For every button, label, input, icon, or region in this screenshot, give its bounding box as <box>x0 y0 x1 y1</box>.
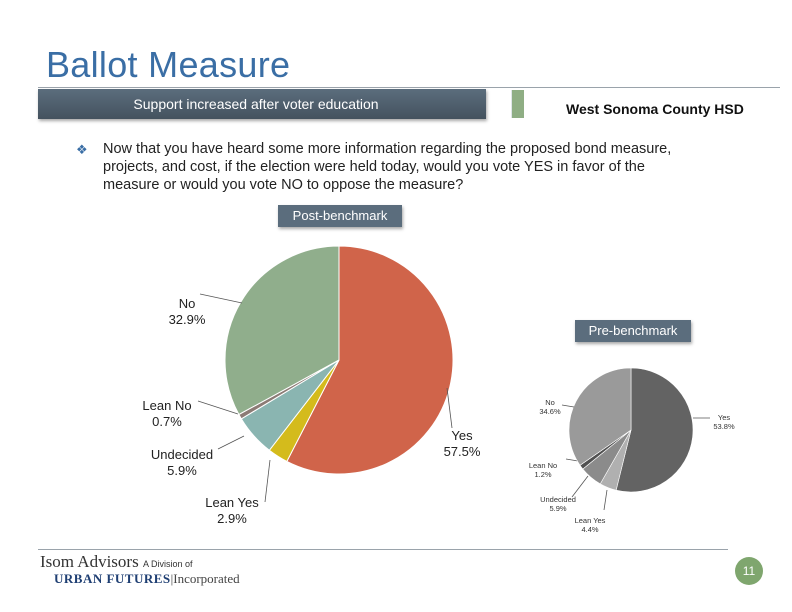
pre-label-value: 53.8% <box>713 422 735 431</box>
pre-label-category: No <box>545 398 555 407</box>
logo-incorporated: |Incorporated <box>170 571 240 586</box>
pre-label-no: No 34.6% <box>539 398 560 416</box>
post-label-undecided: Undecided 5.9% <box>151 447 213 479</box>
post-benchmark-title: Post-benchmark <box>278 205 402 227</box>
pre-label-value: 1.2% <box>534 470 552 479</box>
post-label-value: 32.9% <box>168 312 206 327</box>
post-label-category: Lean No <box>142 398 192 413</box>
post-leader-0 <box>446 387 453 429</box>
post-label-category: Undecided <box>150 447 214 462</box>
post-leader-4 <box>199 293 243 304</box>
pre-slice-yes <box>615 367 694 493</box>
page-number-badge: 11 <box>735 557 763 585</box>
pre-leader-2 <box>571 475 589 498</box>
post-label-lean-no: Lean No 0.7% <box>142 398 191 430</box>
question-text: Now that you have heard some more inform… <box>103 141 672 193</box>
page-title: Ballot Measure <box>46 44 291 85</box>
post-label-value: 2.9% <box>217 511 247 526</box>
pre-leader-1 <box>603 489 608 511</box>
pre-label-category: Yes <box>717 413 731 422</box>
title-divider <box>38 87 780 88</box>
post-label-no: No 32.9% <box>169 296 206 328</box>
subtitle-banner: Support increased after voter education <box>38 89 524 119</box>
logo-division: A Division of <box>142 559 193 569</box>
diamond-bullet-icon: ❖ <box>76 142 88 157</box>
post-slice-no <box>224 245 340 416</box>
survey-question: ❖ Now that you have heard some more info… <box>76 140 686 194</box>
post-label-value: 5.9% <box>167 463 197 478</box>
post-label-category: Lean Yes <box>205 495 259 510</box>
banner-text: Support increased after voter education <box>133 96 379 112</box>
district-name: West Sonoma County HSD <box>566 101 744 117</box>
pre-label-lean-yes: Lean Yes 4.4% <box>575 516 606 534</box>
pre-label-value: 5.9% <box>549 504 567 513</box>
banner-accent <box>511 90 524 118</box>
pre-label-value: 34.6% <box>539 407 561 416</box>
post-leader-1 <box>264 459 271 503</box>
post-label-category: Yes <box>451 428 473 443</box>
post-leader-2 <box>217 435 245 450</box>
pre-label-yes: Yes 53.8% <box>713 413 734 431</box>
pre-label-category: Lean No <box>528 461 558 470</box>
pre-label-value: 4.4% <box>581 525 599 534</box>
post-label-value: 0.7% <box>152 414 182 429</box>
pre-label-undecided: Undecided 5.9% <box>540 495 576 513</box>
post-slice-yes <box>286 245 454 475</box>
pre-label-lean-no: Lean No 1.2% <box>529 461 557 479</box>
company-logo: Isom Advisors A Division of URBAN FUTURE… <box>40 552 240 587</box>
pre-benchmark-title: Pre-benchmark <box>575 320 691 342</box>
post-label-lean-yes: Lean Yes 2.9% <box>205 495 259 527</box>
post-label-category: No <box>178 296 196 311</box>
pre-slice-no <box>568 367 632 466</box>
post-label-value: 57.5% <box>443 444 481 459</box>
post-label-yes: Yes 57.5% <box>444 428 481 460</box>
post-leader-3 <box>197 400 239 415</box>
logo-isom-advisors: Isom Advisors <box>40 552 139 571</box>
footer-divider <box>38 549 728 550</box>
pre-leader-4 <box>561 404 575 408</box>
pre-label-category: Lean Yes <box>574 516 606 525</box>
logo-urban-futures: URBAN FUTURES <box>54 571 171 586</box>
pre-label-category: Undecided <box>540 495 576 504</box>
